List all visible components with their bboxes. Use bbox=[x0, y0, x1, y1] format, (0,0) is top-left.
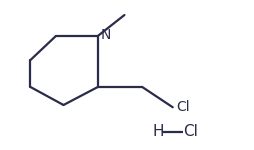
Text: Cl: Cl bbox=[183, 124, 198, 140]
Text: H: H bbox=[152, 124, 164, 140]
Text: Cl: Cl bbox=[177, 100, 190, 114]
Text: N: N bbox=[101, 28, 111, 42]
